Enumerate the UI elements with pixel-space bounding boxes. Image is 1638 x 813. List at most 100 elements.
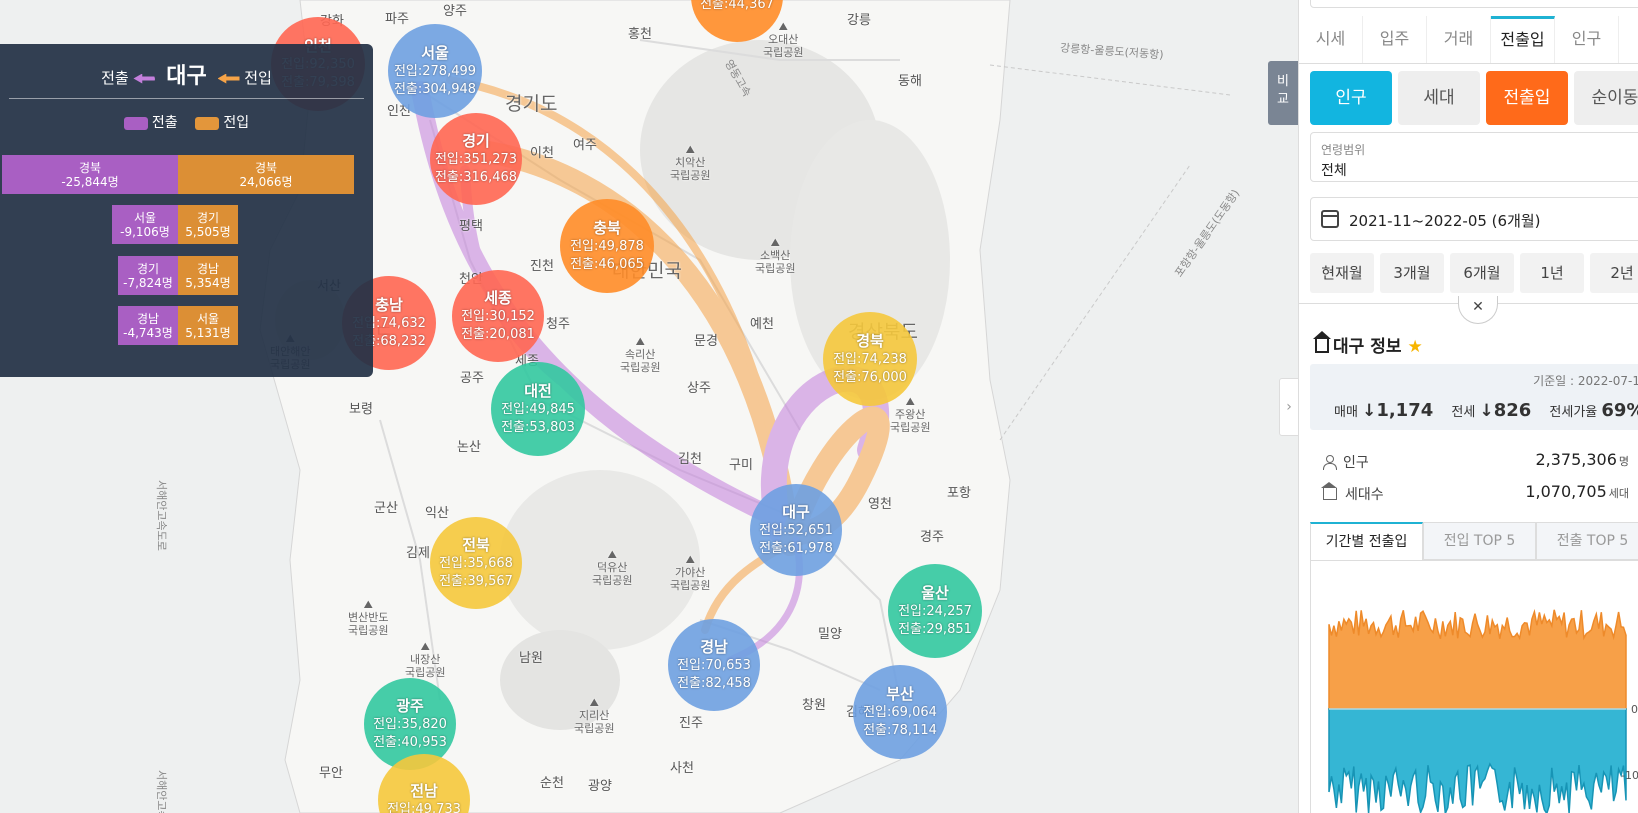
period-button[interactable]: 현재월 xyxy=(1310,253,1374,293)
out-bar-value: -25,844명 xyxy=(61,174,119,189)
sale-value: 1,174 xyxy=(1376,400,1434,421)
star-icon[interactable]: ★ xyxy=(1407,337,1423,357)
legend-out-label: 전출 xyxy=(101,69,129,87)
region-bubble[interactable]: 광주 전입:35,820 전출:40,953 xyxy=(364,678,456,770)
place-label: 평택 xyxy=(459,219,483,234)
park-name: 주왕산 국립공원 xyxy=(890,408,931,434)
out-bar-region: 경기 xyxy=(136,261,160,276)
tab-2[interactable]: 거래 xyxy=(1427,16,1491,63)
arrow-down-icon: ↓ xyxy=(1362,401,1377,421)
park-name: 덕유산 국립공원 xyxy=(592,561,633,587)
region-bubble[interactable]: 경북 전입:74,238 전출:76,000 xyxy=(823,312,917,406)
chart-tab[interactable]: 전출 TOP 5 xyxy=(1536,522,1638,560)
region-in-value: 전입:351,273 xyxy=(434,151,518,167)
region-bubble[interactable]: 경남 전입:70,653 전출:82,458 xyxy=(668,619,760,711)
region-bubble[interactable]: 전북 전입:35,668 전출:39,567 xyxy=(430,517,522,609)
region-name: 경북 xyxy=(856,331,884,350)
compare-button[interactable]: 비교 xyxy=(1268,61,1298,125)
park-name: 지리산 국립공원 xyxy=(574,709,615,735)
type-button[interactable]: 순이동 xyxy=(1574,71,1638,125)
info-title-text: 대구 정보 xyxy=(1333,337,1402,357)
region-out-value: 전출:39,567 xyxy=(439,573,513,589)
type-button[interactable]: 전출입 xyxy=(1486,71,1568,125)
place-label: 여주 xyxy=(573,138,597,153)
period-select[interactable]: 2021-11~2022-05 (6개월) ⌄ xyxy=(1310,197,1638,241)
region-bubble[interactable]: 서울 전입:278,499 전출:304,948 xyxy=(388,24,482,118)
region-name: 전남 xyxy=(410,781,438,800)
age-range-select[interactable]: 연령범위 전체 ⌄ xyxy=(1310,132,1638,182)
chart-svg: 0 -10k xyxy=(1328,608,1638,813)
region-bubble[interactable]: 부산 전입:69,064 전출:78,114 xyxy=(853,665,947,759)
out-bar-value: -7,824명 xyxy=(123,275,173,290)
out-bar: 경남 -4,743명 xyxy=(118,306,178,345)
region-bubble[interactable]: 대구 전입:52,651 전출:61,978 xyxy=(750,484,842,576)
region-bubble[interactable]: 충북 전입:49,878 전출:46,065 xyxy=(560,199,654,293)
out-bar-region: 서울 xyxy=(133,210,157,225)
map-area[interactable]: 강화파주양주홍천강릉동해인천이천여주평택진천천안청주서산예천문경공주세종보령상주… xyxy=(0,0,1300,813)
place-label: 보령 xyxy=(349,402,373,417)
tab-4[interactable]: 인구 xyxy=(1555,16,1619,63)
price-summary-box: 기준일 : 2022-07-1 매매 ↓1,174 전세 ↓826 전세가율 6… xyxy=(1310,364,1638,430)
in-bar-region: 서울 xyxy=(196,311,220,326)
national-park-label: ⛰ 지리산 국립공원 xyxy=(574,696,614,735)
house-icon xyxy=(1313,331,1331,353)
place-label: 구미 xyxy=(729,458,753,473)
out-bar: 경기 -7,824명 xyxy=(118,256,178,295)
place-label: 순천 xyxy=(540,776,564,791)
type-button[interactable]: 세대 xyxy=(1398,71,1480,125)
search-input[interactable] xyxy=(1310,0,1638,8)
sale-label: 매매 xyxy=(1334,405,1358,420)
region-out-value: 전출:304,948 xyxy=(393,81,477,97)
in-bar: 경북 24,066명 xyxy=(178,155,354,194)
national-park-label: ⛰ 변산반도 국립공원 xyxy=(348,598,388,637)
region-bubble[interactable]: 세종 전입:30,152 전출:20,081 xyxy=(452,270,544,362)
region-bubble[interactable]: 대전 전입:49,845 전출:53,803 xyxy=(491,362,585,456)
place-label: 김제 xyxy=(406,546,430,561)
period-button[interactable]: 3개월 xyxy=(1380,253,1444,293)
region-out-value: 전출:76,000 xyxy=(833,369,907,385)
tab-1[interactable]: 입주 xyxy=(1363,16,1427,63)
close-button[interactable]: ✕ xyxy=(1458,296,1498,324)
region-in-value: 전입:52,651 xyxy=(759,522,833,538)
region-name: 경남 xyxy=(700,637,728,656)
national-park-label: ⛰ 덕유산 국립공원 xyxy=(592,548,632,587)
in-bar: 서울 5,131명 xyxy=(178,306,238,345)
ratio-value: 69% xyxy=(1601,400,1638,421)
tab-0[interactable]: 시세 xyxy=(1299,16,1363,63)
place-label: 익산 xyxy=(425,506,449,521)
legend-divider xyxy=(9,98,364,99)
period-button[interactable]: 6개월 xyxy=(1450,253,1514,293)
chart-zero-label: 0 xyxy=(1631,703,1638,716)
mountain-icon: ⛰ xyxy=(778,20,788,33)
period-button[interactable]: 1년 xyxy=(1520,253,1584,293)
period-button[interactable]: 2년 xyxy=(1590,253,1638,293)
region-bubble[interactable]: 울산 전입:24,257 전출:29,851 xyxy=(888,564,982,658)
region-name-label: 경기도 xyxy=(505,93,558,115)
region-bubble[interactable]: 경기 전입:351,273 전출:316,468 xyxy=(430,113,522,205)
place-label: 예천 xyxy=(750,317,774,332)
region-name: 충북 xyxy=(593,218,621,237)
mountain-icon: ⛰ xyxy=(905,395,915,408)
national-park-label: ⛰ 소백산 국립공원 xyxy=(755,236,795,275)
ratio-label: 전세가율 xyxy=(1549,405,1598,420)
national-park-label: ⛰ 속리산 국립공원 xyxy=(620,335,660,374)
in-bar-value: 5,505명 xyxy=(185,224,231,239)
in-arrow-icon xyxy=(217,73,240,84)
chart-tab[interactable]: 기간별 전출입 xyxy=(1310,522,1423,560)
region-name: 부산 xyxy=(886,684,914,703)
legend-in-label: 전입 xyxy=(244,69,272,87)
park-name: 소백산 국립공원 xyxy=(755,249,796,275)
chart-tab[interactable]: 전입 TOP 5 xyxy=(1423,522,1536,560)
mountain-icon: ⛰ xyxy=(635,335,645,348)
population-value: 2,375,306 xyxy=(1535,450,1617,469)
place-label: 홍천 xyxy=(628,27,652,42)
compare-label: 비교 xyxy=(1277,74,1289,107)
type-button[interactable]: 인구 xyxy=(1310,71,1392,125)
household-icon xyxy=(1321,482,1337,500)
collapse-panel-button[interactable]: › xyxy=(1279,378,1299,436)
tab-3[interactable]: 전출입 xyxy=(1491,16,1555,63)
price-summary-line: 매매 ↓1,174 전세 ↓826 전세가율 69% xyxy=(1334,400,1638,421)
region-name: 대전 xyxy=(524,381,552,400)
region-in-value: 전입:49,733 xyxy=(387,801,461,813)
in-bar-value: 5,354명 xyxy=(185,275,231,290)
